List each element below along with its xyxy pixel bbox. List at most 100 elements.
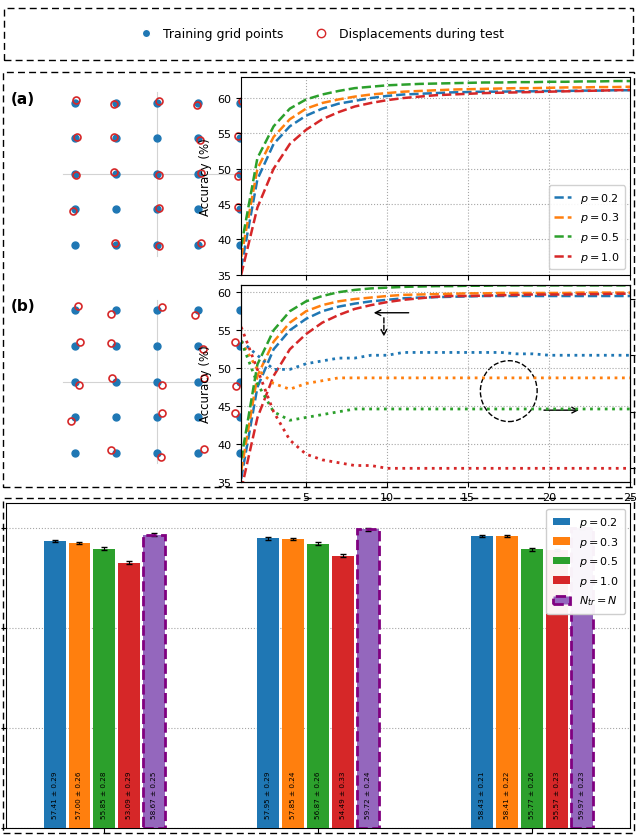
- $p = 0.2$: [253, 175, 261, 185]
- Text: 58.43 ± 0.21: 58.43 ± 0.21: [479, 770, 485, 818]
- $p = 0.5$: [545, 78, 553, 88]
- $p = 0.3$: [383, 89, 391, 99]
- Line: $p = 1.0$: $p = 1.0$: [241, 91, 630, 275]
- Text: 58.41 ± 0.22: 58.41 ± 0.22: [504, 770, 510, 818]
- $p = 0.2$: [594, 86, 602, 96]
- $p = 0.2$: [578, 86, 586, 96]
- $p = 1.0$: [627, 86, 634, 96]
- $p = 0.2$: [367, 94, 375, 104]
- $p = 0.5$: [351, 84, 358, 94]
- $p = 1.0$: [432, 91, 440, 101]
- Text: 55.57 ± 0.23: 55.57 ± 0.23: [554, 770, 560, 818]
- $p = 0.5$: [465, 79, 472, 89]
- $p = 1.0$: [497, 89, 504, 99]
- $p = 1.0$: [465, 89, 472, 99]
- $p = 0.3$: [367, 90, 375, 100]
- Bar: [44, 542, 65, 828]
- $p = 1.0$: [529, 88, 537, 98]
- $p = 0.3$: [562, 84, 570, 94]
- $p = 0.2$: [335, 99, 342, 110]
- Text: 57.00 ± 0.26: 57.00 ± 0.26: [77, 770, 83, 818]
- Bar: [282, 539, 305, 828]
- $p = 1.0$: [481, 89, 488, 99]
- $p = 0.3$: [253, 165, 261, 175]
- Bar: [68, 543, 90, 828]
- $p = 0.3$: [594, 83, 602, 93]
- $p = 0.3$: [335, 95, 342, 105]
- $p = 0.3$: [513, 84, 521, 94]
- $p = 1.0$: [562, 87, 570, 97]
- Bar: [472, 536, 493, 828]
- $p = 0.5$: [513, 78, 521, 88]
- Text: 58.67 ± 0.25: 58.67 ± 0.25: [152, 770, 157, 818]
- Text: 55.77 ± 0.26: 55.77 ± 0.26: [529, 770, 535, 818]
- $p = 0.5$: [627, 77, 634, 87]
- $p = 0.3$: [578, 84, 586, 94]
- $p = 0.5$: [335, 87, 342, 97]
- $p = 1.0$: [416, 93, 424, 103]
- $p = 1.0$: [545, 88, 553, 98]
- Legend: $p = 0.2$, $p = 0.3$, $p = 0.5$, $p = 1.0$: $p = 0.2$, $p = 0.3$, $p = 0.5$, $p = 1.…: [548, 186, 625, 270]
- $p = 0.2$: [399, 90, 407, 100]
- $p = 0.2$: [432, 89, 440, 99]
- $p = 0.3$: [416, 87, 424, 97]
- $p = 1.0$: [513, 89, 521, 99]
- $p = 0.3$: [302, 104, 310, 115]
- $p = 0.2$: [562, 87, 570, 97]
- Text: 59.97 ± 0.23: 59.97 ± 0.23: [579, 770, 585, 818]
- Bar: [93, 549, 115, 828]
- Bar: [332, 556, 355, 828]
- $p = 0.5$: [481, 79, 488, 89]
- $p = 0.2$: [529, 87, 537, 97]
- $p = 1.0$: [270, 165, 278, 175]
- $p = 0.3$: [432, 86, 440, 96]
- Legend: $p = 0.2$, $p = 0.3$, $p = 0.5$, $p = 1.0$, $N_{tr} = N$: $p = 0.2$, $p = 0.3$, $p = 0.5$, $p = 1.…: [547, 509, 625, 614]
- Text: 56.87 ± 0.26: 56.87 ± 0.26: [316, 770, 321, 818]
- Line: $p = 0.3$: $p = 0.3$: [241, 88, 630, 257]
- $p = 0.5$: [529, 78, 537, 88]
- $p = 0.2$: [627, 86, 634, 96]
- $p = 0.5$: [432, 79, 440, 89]
- $p = 0.2$: [351, 97, 358, 107]
- Legend: Training grid points, Displacements during test: Training grid points, Displacements duri…: [128, 23, 509, 46]
- $p = 0.5$: [611, 77, 618, 87]
- Text: (b): (b): [11, 299, 36, 314]
- $p = 1.0$: [335, 108, 342, 118]
- Text: 57.41 ± 0.29: 57.41 ± 0.29: [52, 770, 58, 818]
- $p = 1.0$: [351, 102, 358, 112]
- Bar: [307, 544, 330, 828]
- $p = 0.3$: [351, 93, 358, 103]
- $p = 0.3$: [448, 85, 456, 95]
- $p = 1.0$: [367, 99, 375, 109]
- $p = 0.5$: [286, 104, 294, 115]
- Text: (a): (a): [11, 92, 35, 106]
- $p = 0.5$: [594, 77, 602, 87]
- $p = 1.0$: [448, 90, 456, 100]
- Bar: [118, 563, 140, 828]
- $p = 0.5$: [416, 79, 424, 89]
- $p = 1.0$: [302, 125, 310, 135]
- $p = 0.2$: [465, 88, 472, 98]
- $p = 0.3$: [627, 83, 634, 93]
- $p = 0.2$: [545, 87, 553, 97]
- $p = 0.5$: [399, 80, 407, 90]
- $p = 1.0$: [594, 86, 602, 96]
- $p = 0.2$: [497, 88, 504, 98]
- $p = 0.2$: [513, 87, 521, 97]
- Text: 55.85 ± 0.28: 55.85 ± 0.28: [102, 770, 108, 818]
- $p = 0.5$: [253, 154, 261, 164]
- $p = 0.2$: [611, 86, 618, 96]
- Text: 53.09 ± 0.29: 53.09 ± 0.29: [127, 770, 132, 818]
- $p = 0.5$: [302, 95, 310, 105]
- Line: $p = 0.2$: $p = 0.2$: [241, 91, 630, 268]
- $p = 0.5$: [383, 81, 391, 91]
- $p = 0.2$: [237, 263, 245, 273]
- Bar: [547, 551, 568, 828]
- $p = 1.0$: [611, 86, 618, 96]
- $p = 0.3$: [497, 84, 504, 94]
- Y-axis label: Accuracy (%): Accuracy (%): [199, 138, 212, 216]
- $p = 0.3$: [481, 84, 488, 94]
- $p = 0.5$: [367, 83, 375, 93]
- Text: 57.95 ± 0.29: 57.95 ± 0.29: [266, 770, 271, 818]
- $p = 0.3$: [465, 85, 472, 95]
